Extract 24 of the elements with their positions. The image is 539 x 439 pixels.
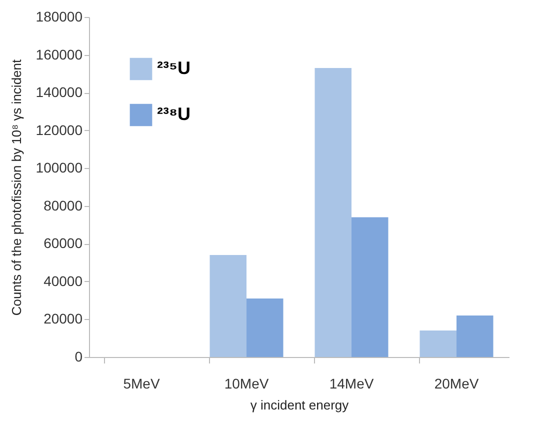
bar [352, 217, 388, 357]
bar [456, 315, 494, 357]
y-tick-label: 180000 [36, 8, 83, 24]
bar [420, 330, 456, 357]
x-axis-title: γ incident energy [250, 398, 350, 412]
y-tick-label: 40000 [44, 272, 83, 289]
legend-label: ²³⁵U [157, 58, 190, 78]
y-tick-label: 0 [74, 348, 83, 364]
y-tick-label: 100000 [36, 160, 83, 176]
bar [314, 68, 352, 357]
legend-label: ²³⁸U [157, 104, 190, 124]
bar [246, 298, 284, 357]
y-tick-label: 160000 [36, 46, 83, 62]
bar [210, 255, 246, 357]
y-tick-label: 80000 [44, 197, 83, 214]
x-tick-label: 5MeV [123, 376, 160, 392]
y-axis-title: Counts of the photofission by 10⁸ γs incident [8, 58, 24, 316]
y-tick-label: 60000 [44, 235, 83, 252]
y-tick-label: 20000 [44, 310, 83, 327]
y-tick-label: 140000 [36, 84, 83, 100]
x-tick-label: 14MeV [329, 376, 374, 392]
x-tick-label: 20MeV [434, 376, 480, 392]
y-tick-label: 120000 [36, 122, 83, 138]
x-tick-label: 10MeV [224, 376, 270, 392]
